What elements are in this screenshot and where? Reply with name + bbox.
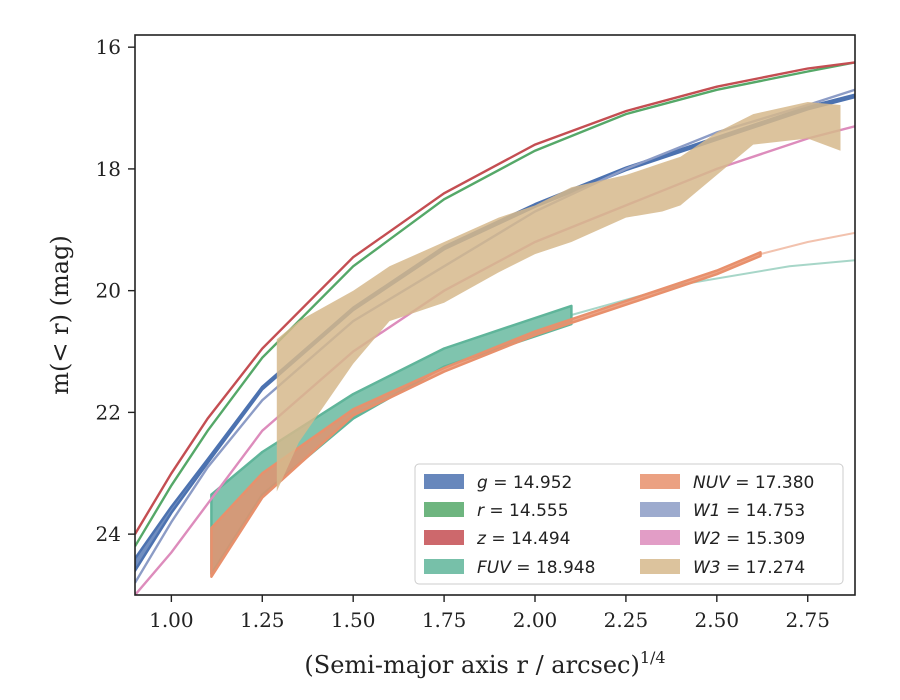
x-tick-label: 2.00 (513, 608, 558, 632)
legend-swatch-w1 (640, 502, 680, 517)
legend: g = 14.952 r = 14.555 z = 14.494 FUV = 18.9… (414, 463, 844, 585)
y-tick-label: 24 (96, 522, 121, 546)
legend-label-nuv: NUV = 17.380 (693, 473, 814, 493)
series-nuv-band (210, 251, 762, 578)
series-r-line (135, 61, 855, 547)
legend-label-g: g = 14.952 (477, 473, 572, 493)
x-tick-label: 2.75 (785, 608, 830, 632)
y-axis: 16 18 20 22 24 (96, 35, 135, 546)
legend-swatch-r (424, 502, 464, 517)
legend-swatch-w2 (640, 530, 680, 545)
legend-label-fuv: FUV = 18.948 (477, 558, 595, 578)
x-axis-title: (Semi-major axis r / arcsec)1/4 (304, 648, 665, 679)
series-layer (135, 61, 855, 595)
plot-frame (134, 34, 856, 596)
x-tick-label: 1.50 (331, 608, 376, 632)
y-tick-label: 20 (96, 279, 121, 303)
x-tick-label: 1.75 (422, 608, 467, 632)
y-tick-label: 16 (96, 35, 121, 59)
series-nuv-extension-line (760, 231, 855, 256)
legend-swatch-nuv (640, 474, 680, 489)
x-tick-label: 2.25 (604, 608, 649, 632)
x-tick-label: 1.00 (149, 608, 194, 632)
series-z-line (135, 61, 855, 535)
y-tick-label: 18 (96, 157, 121, 181)
legend-swatch-w3 (640, 559, 680, 574)
x-axis: 1.00 1.25 1.50 1.75 2.00 2.25 2.50 2.75 (149, 595, 830, 632)
legend-label-w1: W1 = 14.753 (693, 501, 805, 521)
series-w3-band (276, 102, 841, 492)
legend-swatch-fuv (424, 559, 464, 574)
x-tick-label: 2.50 (695, 608, 740, 632)
legend-label-w3: W3 = 17.274 (693, 558, 805, 578)
x-tick-label: 1.25 (240, 608, 285, 632)
legend-box (414, 463, 844, 585)
y-tick-label: 22 (96, 400, 121, 424)
legend-swatch-g (424, 474, 464, 489)
legend-swatch-z (424, 530, 464, 545)
y-axis-title: m(< r) (mag) (46, 235, 74, 394)
legend-label-z: z = 14.494 (476, 529, 570, 549)
legend-label-w2: W2 = 15.309 (693, 529, 805, 549)
legend-label-r: r = 14.555 (477, 501, 569, 521)
